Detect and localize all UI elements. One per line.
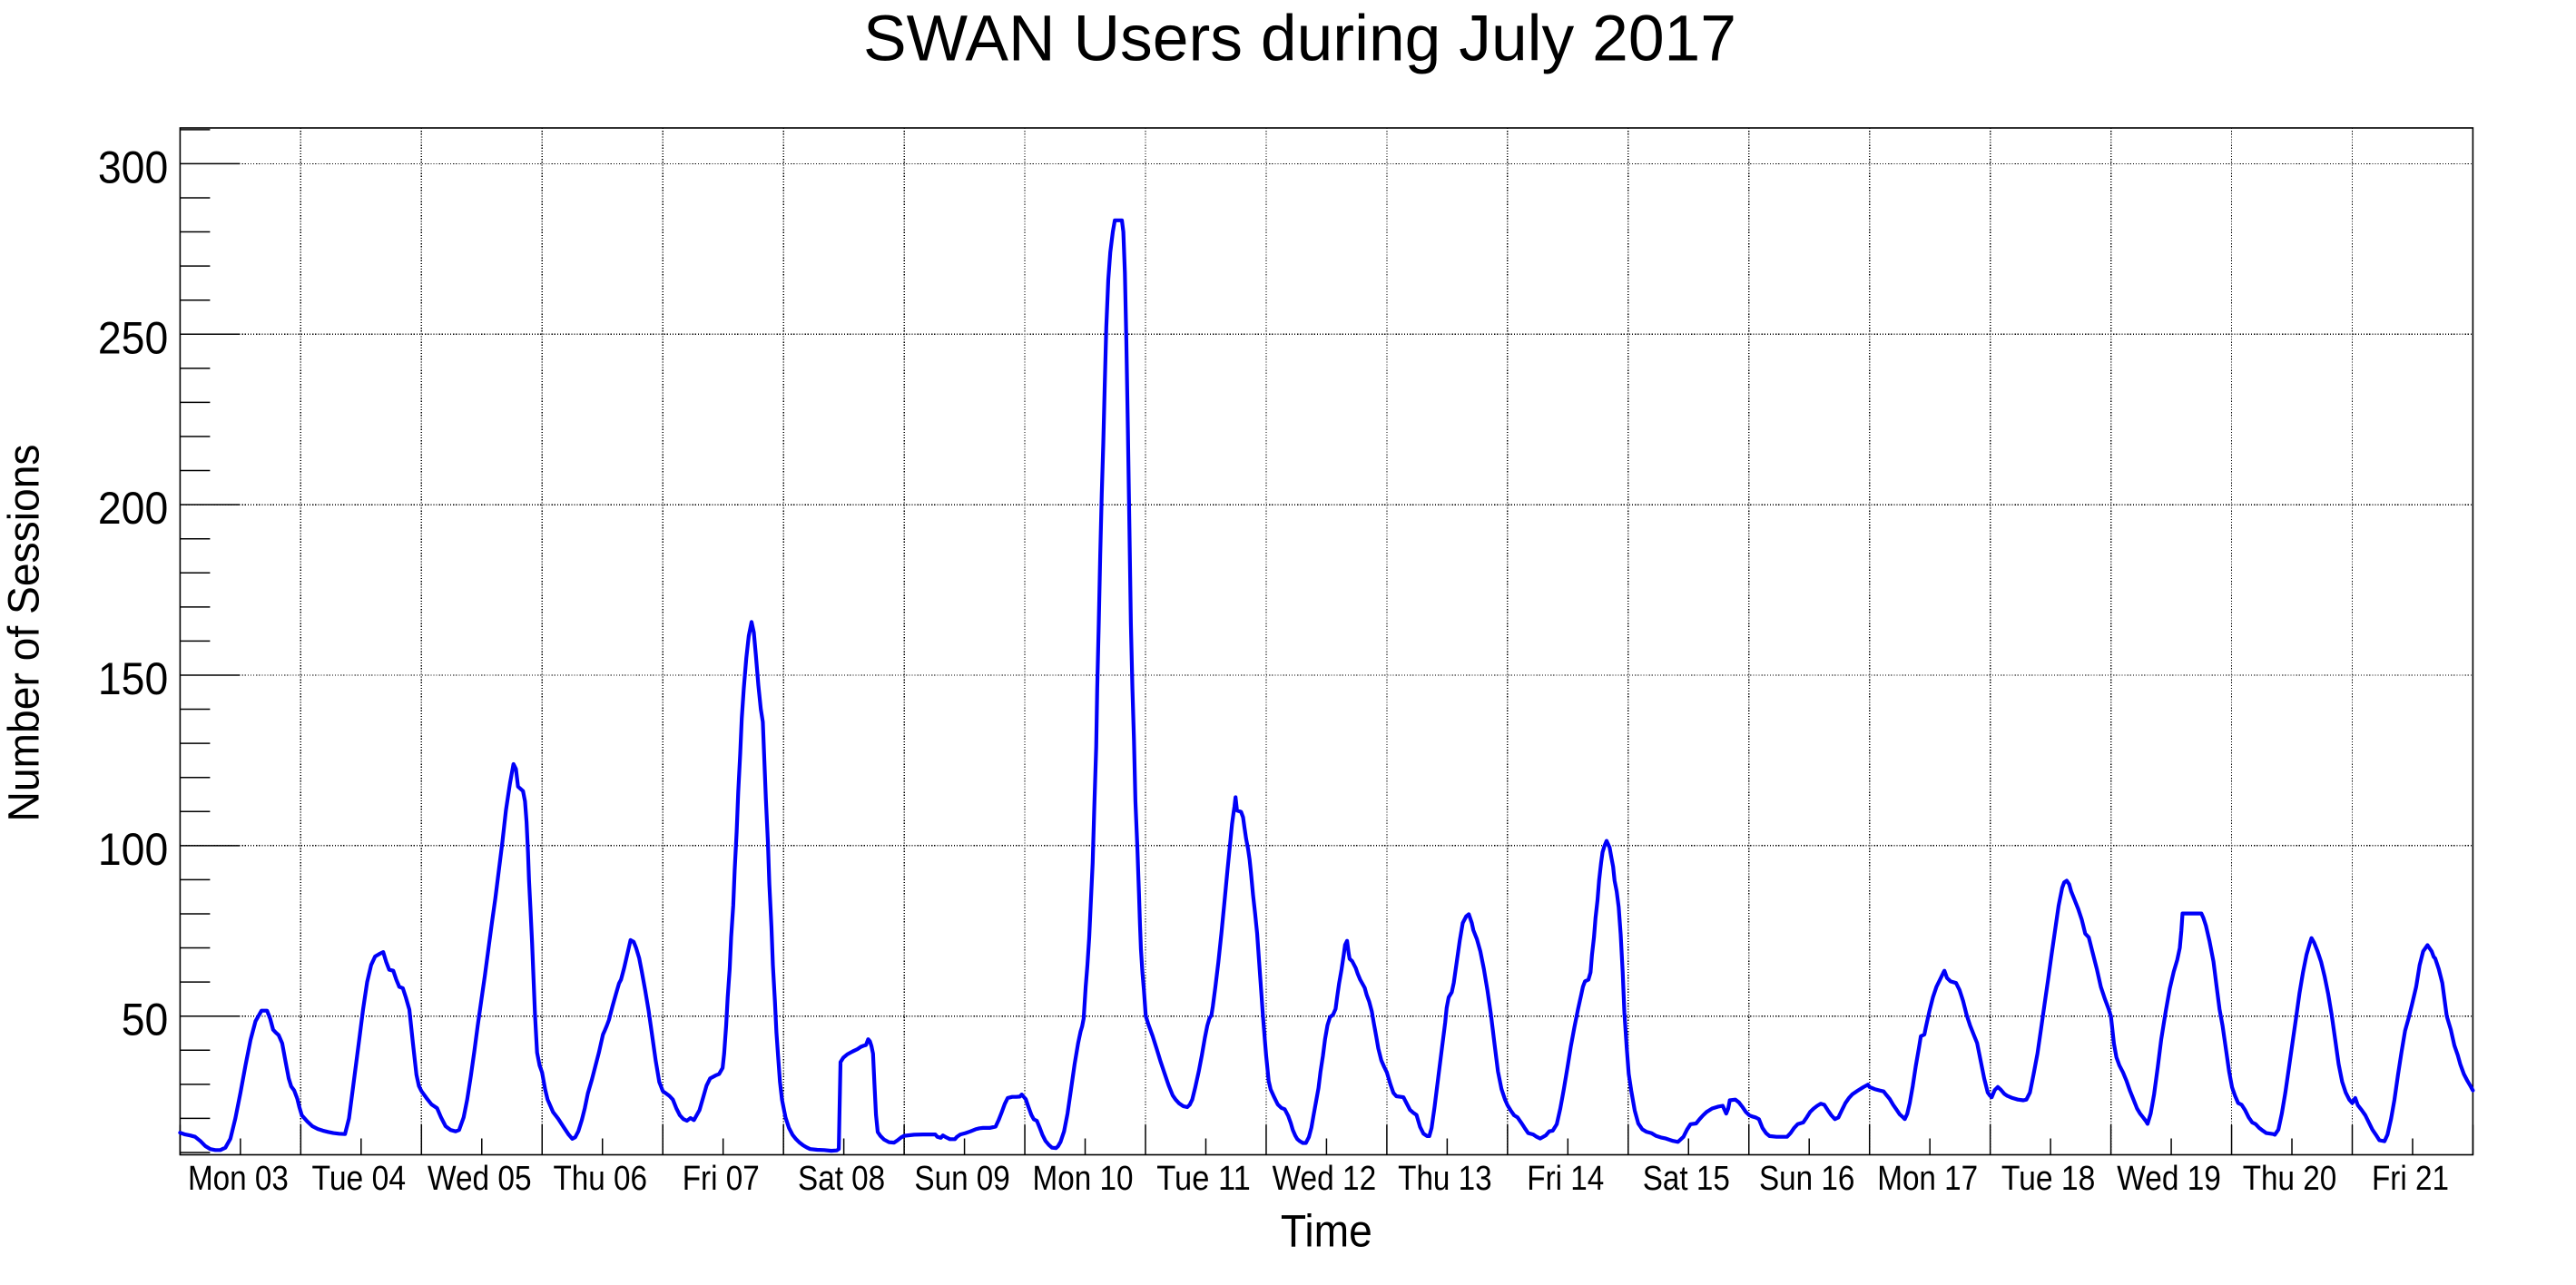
svg-text:Thu 20: Thu 20	[2243, 1160, 2337, 1198]
svg-text:SWAN Users during July 2017: SWAN Users during July 2017	[863, 4, 1736, 75]
svg-text:50: 50	[122, 995, 169, 1045]
svg-text:Mon 03: Mon 03	[188, 1160, 289, 1198]
svg-text:Time: Time	[1281, 1206, 1372, 1257]
svg-text:Wed 05: Wed 05	[428, 1160, 532, 1198]
svg-text:Number of Sessions: Number of Sessions	[1, 445, 49, 822]
svg-text:Sat 15: Sat 15	[1643, 1160, 1730, 1198]
svg-text:100: 100	[98, 824, 168, 875]
svg-text:Wed 12: Wed 12	[1273, 1160, 1377, 1198]
svg-text:Tue 04: Tue 04	[312, 1160, 407, 1198]
svg-text:Mon 17: Mon 17	[1877, 1160, 1978, 1198]
svg-text:Fri 21: Fri 21	[2372, 1160, 2449, 1198]
svg-text:250: 250	[98, 312, 168, 363]
svg-text:200: 200	[98, 483, 168, 534]
svg-text:Thu 13: Thu 13	[1398, 1160, 1492, 1198]
svg-text:Thu 06: Thu 06	[553, 1160, 647, 1198]
svg-text:Mon 10: Mon 10	[1033, 1160, 1134, 1198]
svg-text:Wed 19: Wed 19	[2117, 1160, 2221, 1198]
svg-text:Sun 16: Sun 16	[1759, 1160, 1854, 1198]
svg-text:150: 150	[98, 653, 168, 704]
svg-text:Tue 18: Tue 18	[2001, 1160, 2096, 1198]
svg-text:Sat 08: Sat 08	[798, 1160, 885, 1198]
svg-text:Sun 09: Sun 09	[914, 1160, 1009, 1198]
svg-text:Fri 07: Fri 07	[683, 1160, 760, 1198]
svg-text:Tue 11: Tue 11	[1156, 1160, 1251, 1198]
svg-text:300: 300	[98, 142, 168, 192]
svg-text:Fri 14: Fri 14	[1527, 1160, 1604, 1198]
